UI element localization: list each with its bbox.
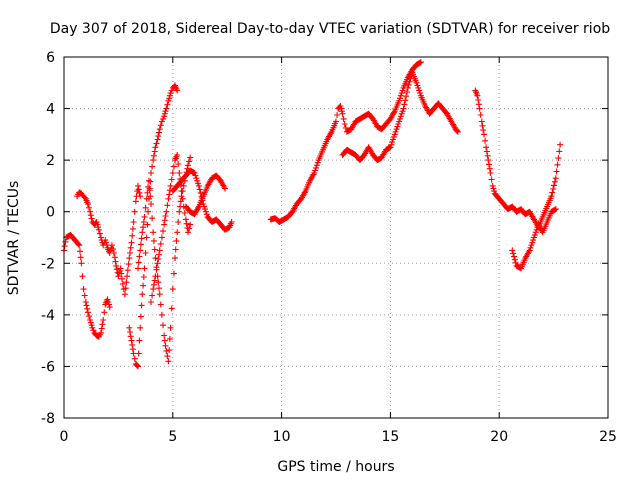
data-point-markers [339, 69, 461, 164]
data-point-markers [182, 172, 228, 218]
chart-title: Day 307 of 2018, Sidereal Day-to-day VTE… [50, 21, 610, 37]
y-tick-label: 4 [46, 102, 55, 118]
series-seg2 [74, 182, 144, 298]
x-tick-label: 15 [381, 429, 399, 445]
series-seg5 [148, 152, 194, 305]
data-point-markers [472, 87, 564, 231]
series-seg3 [126, 82, 181, 370]
x-tick-label: 25 [599, 429, 617, 445]
data-point-markers [74, 182, 144, 298]
x-tick-label: 10 [273, 429, 291, 445]
series-seg8 [267, 59, 424, 225]
data-point-markers [267, 59, 424, 225]
x-tick-label: 20 [490, 429, 508, 445]
y-axis-label: SDTVAR / TECUs [6, 181, 22, 296]
series-seg10 [472, 87, 564, 231]
y-tick-label: -8 [41, 411, 55, 427]
data-point-markers [509, 206, 559, 272]
data-point-markers [135, 154, 194, 365]
x-axis-label: GPS time / hours [277, 459, 394, 475]
series-seg7 [182, 172, 228, 218]
data-point-markers [169, 167, 235, 233]
series-seg11 [509, 206, 559, 272]
y-tick-label: -6 [41, 359, 55, 375]
y-tick-label: 6 [46, 50, 55, 66]
series-seg9 [339, 69, 461, 164]
series-seg4 [135, 154, 194, 365]
y-tick-label: -2 [41, 256, 55, 272]
y-tick-label: -4 [41, 308, 55, 324]
x-tick-label: 5 [168, 429, 177, 445]
data-points [61, 59, 564, 370]
y-tick-label: 0 [46, 205, 55, 221]
x-tick-label: 0 [60, 429, 69, 445]
plot-frame [63, 56, 609, 419]
data-point-markers [148, 152, 194, 305]
y-tick-label: 2 [46, 153, 55, 169]
data-point-markers [126, 82, 181, 370]
series-seg6 [169, 167, 235, 233]
